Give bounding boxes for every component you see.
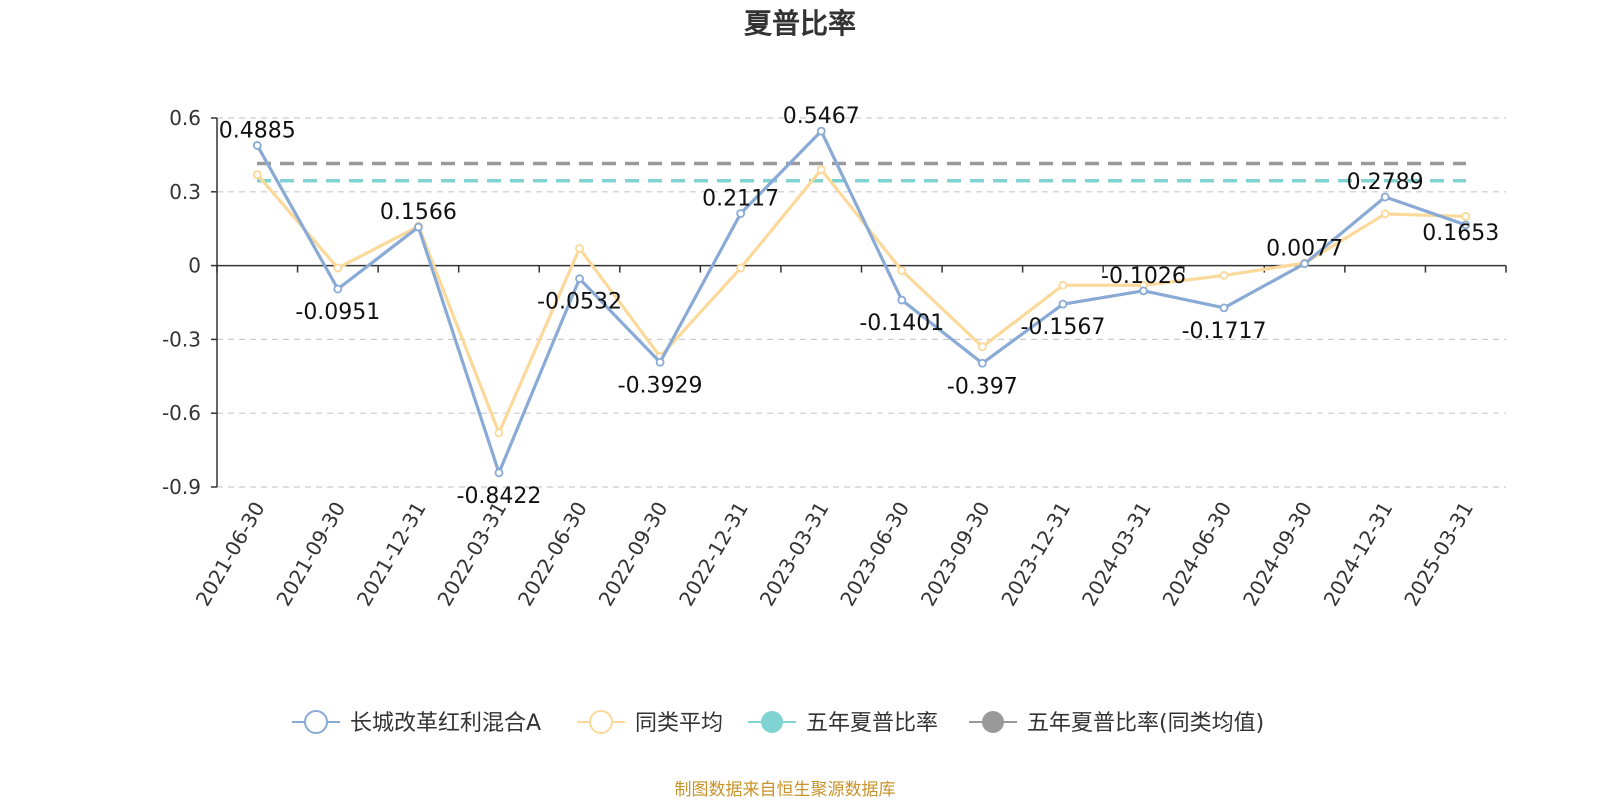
data-point (1461, 220, 1471, 230)
x-tick-label: 2024-09-30 (1238, 498, 1317, 611)
x-tick-label: 2021-12-31 (352, 498, 431, 611)
series-line (255, 129, 1467, 475)
data-point (333, 284, 343, 294)
data-point (575, 274, 584, 284)
data-point (1058, 280, 1068, 290)
x-tick-label: 2021-09-30 (271, 498, 350, 611)
x-tick-label: 2023-09-30 (916, 498, 995, 611)
legend-item[interactable]: 五年夏普比率(同类均值) (969, 711, 1264, 736)
legend-label: 长城改革红利混合A (350, 711, 541, 736)
data-point (816, 165, 826, 175)
data-point (1300, 259, 1309, 269)
x-tick-label: 2024-12-31 (1319, 498, 1398, 611)
source-note: 制图数据来自恒生聚源数据库 (675, 780, 896, 800)
data-label: 0.4885 (219, 118, 296, 143)
legend-marker (982, 711, 1004, 733)
legend-marker (761, 711, 783, 733)
x-tick-label: 2024-06-30 (1157, 498, 1236, 611)
data-label: 0.2117 (702, 187, 779, 212)
data-label: 0.1566 (380, 200, 457, 225)
grid-lines (217, 117, 1506, 488)
y-tick-label: 0 (188, 254, 201, 278)
legend-item[interactable]: 同类平均 (577, 710, 723, 736)
chart-title: 夏普比率 (744, 7, 856, 40)
legend-label: 五年夏普比率 (806, 711, 938, 736)
legend[interactable]: 长城改革红利混合A 同类平均 五年夏普比率 五年夏普比率(同类均值) (292, 710, 1264, 736)
data-label: 0.5467 (783, 104, 860, 129)
data-label: -0.1026 (1101, 264, 1186, 289)
data-point (1461, 211, 1471, 221)
x-tick-label: 2022-03-31 (432, 498, 511, 611)
data-point (494, 428, 504, 438)
x-tick-label: 2023-03-31 (755, 498, 834, 611)
data-label: -0.1717 (1182, 319, 1267, 344)
series-lines (252, 126, 1471, 478)
legend-label: 同类平均 (635, 711, 723, 736)
data-point (1219, 271, 1229, 280)
y-tick-label: -0.9 (162, 475, 201, 499)
data-label: -0.1567 (1020, 315, 1105, 340)
y-tick-label: 0.3 (169, 180, 201, 204)
data-point (655, 357, 665, 367)
y-axis: 0.6 0.3 0 -0.3 -0.6 -0.9 (162, 106, 218, 499)
data-point (252, 170, 262, 179)
data-label: -0.3929 (618, 373, 703, 398)
series-line (256, 168, 1466, 435)
legend-marker (304, 710, 328, 734)
data-point (736, 263, 746, 273)
data-label: 0.1653 (1422, 221, 1499, 246)
x-tick-label: 2025-03-31 (1399, 498, 1478, 611)
data-label: -0.1401 (859, 311, 944, 336)
data-point (1139, 286, 1148, 296)
data-point (1219, 303, 1229, 313)
data-point (575, 243, 584, 253)
x-tick-label: 2022-09-30 (594, 498, 673, 611)
data-point (252, 141, 262, 150)
data-label: -0.0951 (295, 300, 380, 325)
legend-label: 五年夏普比率(同类均值) (1027, 711, 1264, 736)
data-point (816, 126, 826, 136)
data-label: 0.0077 (1266, 237, 1343, 262)
data-point (1380, 209, 1390, 219)
data-point (977, 358, 987, 368)
y-tick-label: 0.6 (169, 106, 201, 130)
data-point (1380, 192, 1390, 202)
x-tick-label: 2024-03-31 (1077, 498, 1156, 611)
x-tick-label: 2023-06-30 (835, 498, 914, 611)
data-label: 0.2789 (1347, 170, 1424, 195)
x-tick-label: 2022-12-31 (674, 498, 753, 611)
data-label: -0.8422 (457, 484, 542, 509)
data-point (333, 263, 343, 273)
data-labels: 0.4885 -0.0951 0.1566 -0.8422 -0.0532 -0.3929… (219, 104, 1499, 509)
reference-lines (257, 161, 1466, 183)
data-label: -0.0532 (537, 290, 622, 315)
data-point (494, 468, 504, 478)
x-axis: 2021-06-30 2021-09-30 2021-12-31 2022-03-31… (191, 264, 1507, 611)
x-tick-label: 2022-06-30 (513, 498, 592, 611)
y-tick-label: -0.3 (162, 327, 201, 351)
data-point (897, 266, 907, 275)
data-point (1058, 299, 1068, 309)
data-point (414, 222, 423, 232)
data-label: -0.397 (947, 374, 1018, 399)
x-tick-label: 2023-12-31 (996, 498, 1075, 611)
data-point (977, 342, 987, 352)
y-tick-label: -0.6 (162, 401, 201, 425)
x-tick-label: 2021-06-30 (191, 498, 270, 611)
data-point (897, 295, 907, 305)
legend-marker (589, 710, 613, 734)
legend-item[interactable]: 五年夏普比率 (748, 711, 938, 736)
legend-item[interactable]: 长城改革红利混合A (292, 710, 541, 736)
data-point (736, 209, 746, 218)
